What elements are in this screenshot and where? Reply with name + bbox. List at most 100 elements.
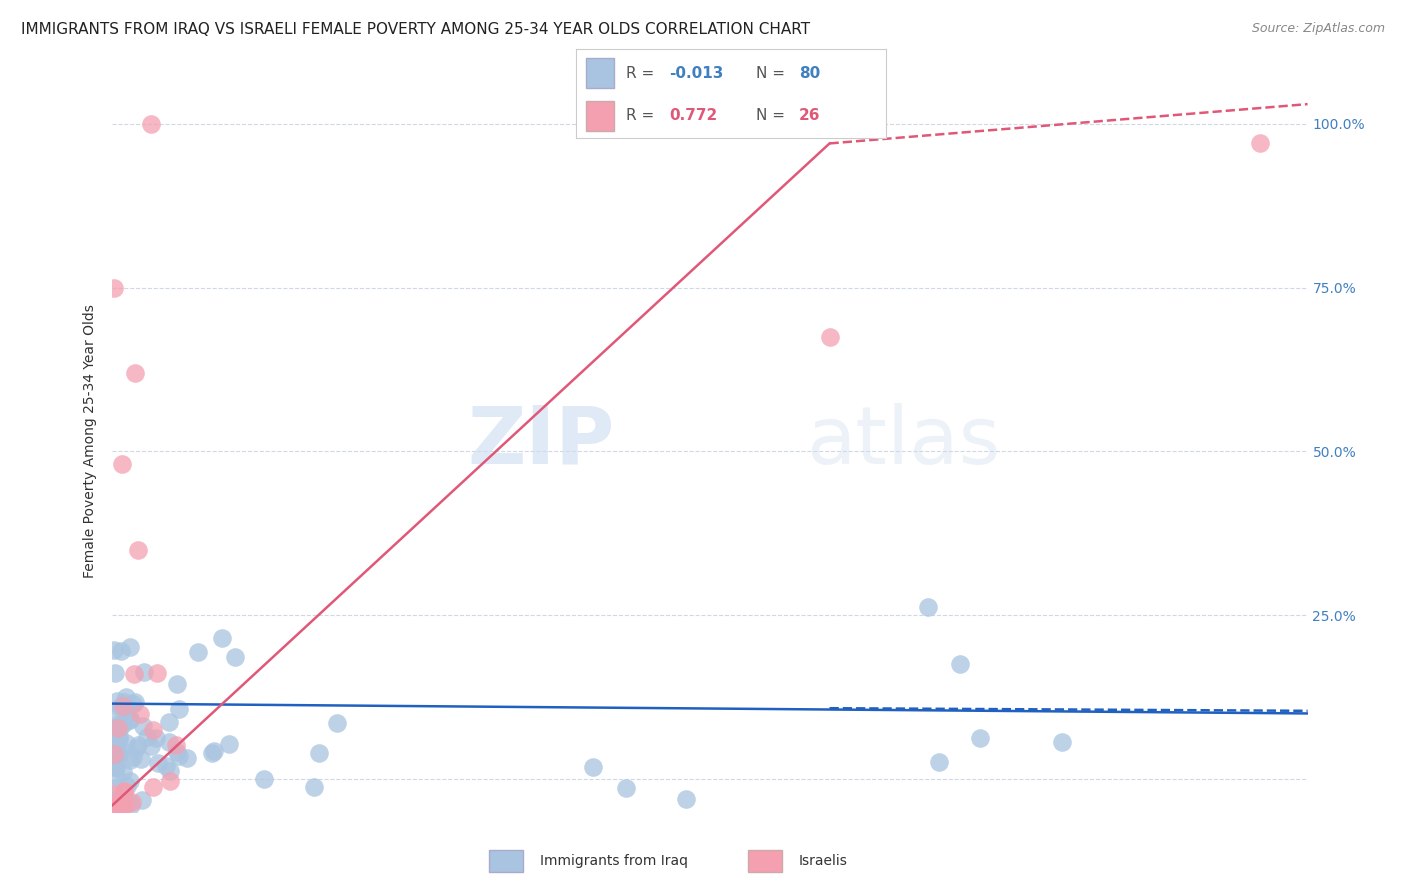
Point: [118, 640, 141, 655]
Point: [101, 794, 124, 808]
Point: [110, 644, 132, 658]
Y-axis label: Female Poverty Among 25-34 Year Olds: Female Poverty Among 25-34 Year Olds: [83, 304, 97, 579]
Point: [105, 725, 128, 739]
Point: [114, 690, 136, 704]
Text: R =: R =: [626, 66, 659, 80]
Point: [105, 760, 128, 774]
Point: [117, 795, 139, 809]
Point: [108, 729, 131, 743]
Text: 80: 80: [799, 66, 821, 80]
Point: [108, 716, 131, 731]
Point: [115, 699, 138, 714]
FancyBboxPatch shape: [748, 849, 782, 872]
Point: [104, 780, 127, 795]
Point: [108, 747, 131, 762]
Point: [157, 735, 180, 749]
Point: [111, 458, 134, 472]
Text: atlas: atlas: [806, 402, 1000, 481]
Point: [125, 740, 148, 755]
Point: [142, 780, 165, 794]
Point: [969, 731, 991, 745]
Point: [122, 666, 145, 681]
Point: [105, 693, 128, 707]
Point: [111, 699, 134, 714]
Point: [121, 795, 143, 809]
Point: [169, 702, 191, 716]
Point: [115, 698, 138, 712]
Point: [124, 695, 146, 709]
Point: [118, 754, 141, 768]
Point: [112, 715, 135, 730]
Point: [101, 787, 124, 801]
Point: [928, 756, 950, 770]
Text: ZIP: ZIP: [467, 402, 614, 481]
Point: [155, 759, 177, 773]
Text: 0.772: 0.772: [669, 109, 717, 123]
Point: [118, 712, 141, 726]
Point: [202, 744, 225, 758]
Point: [211, 631, 233, 645]
Point: [128, 707, 150, 722]
Point: [142, 723, 165, 737]
Point: [145, 731, 167, 746]
Point: [253, 772, 276, 786]
Point: [187, 645, 209, 659]
Point: [127, 738, 149, 752]
Point: [146, 665, 169, 680]
Text: N =: N =: [756, 109, 790, 123]
Point: [124, 366, 146, 380]
Text: R =: R =: [626, 109, 664, 123]
Point: [105, 749, 128, 764]
Text: Source: ZipAtlas.com: Source: ZipAtlas.com: [1251, 22, 1385, 36]
Point: [675, 792, 697, 806]
Point: [201, 746, 224, 760]
Point: [1249, 136, 1271, 150]
Point: [139, 739, 162, 753]
Text: 26: 26: [799, 109, 821, 123]
Point: [1052, 734, 1074, 748]
Point: [108, 732, 131, 747]
Text: IMMIGRANTS FROM IRAQ VS ISRAELI FEMALE POVERTY AMONG 25-34 YEAR OLDS CORRELATION: IMMIGRANTS FROM IRAQ VS ISRAELI FEMALE P…: [21, 22, 810, 37]
Text: N =: N =: [756, 66, 790, 80]
Point: [148, 756, 170, 770]
Point: [110, 719, 132, 733]
Point: [614, 781, 637, 796]
Point: [115, 701, 138, 715]
Point: [103, 280, 125, 294]
Point: [159, 764, 181, 778]
Text: -0.013: -0.013: [669, 66, 724, 80]
Point: [103, 759, 125, 773]
Text: Immigrants from Iraq: Immigrants from Iraq: [540, 854, 688, 868]
Point: [112, 784, 135, 798]
Point: [949, 657, 972, 671]
Point: [112, 784, 135, 798]
Point: [165, 738, 187, 752]
Point: [135, 731, 157, 745]
Point: [107, 798, 129, 813]
Point: [104, 721, 127, 735]
Point: [224, 649, 246, 664]
Point: [105, 757, 128, 772]
Point: [169, 749, 191, 764]
Point: [101, 729, 124, 743]
Point: [103, 798, 125, 813]
Text: Israelis: Israelis: [799, 854, 848, 868]
Point: [302, 780, 325, 794]
Point: [127, 542, 149, 557]
Point: [107, 739, 129, 753]
Point: [108, 700, 131, 714]
Point: [104, 769, 127, 783]
FancyBboxPatch shape: [586, 58, 613, 88]
Point: [104, 666, 127, 681]
Point: [105, 734, 128, 748]
Point: [103, 747, 125, 761]
FancyBboxPatch shape: [586, 101, 613, 131]
Point: [131, 793, 153, 807]
Point: [166, 677, 188, 691]
Point: [159, 774, 181, 789]
Point: [120, 774, 142, 789]
Point: [122, 750, 145, 764]
Point: [115, 779, 138, 793]
Point: [110, 798, 132, 813]
Point: [103, 745, 125, 759]
